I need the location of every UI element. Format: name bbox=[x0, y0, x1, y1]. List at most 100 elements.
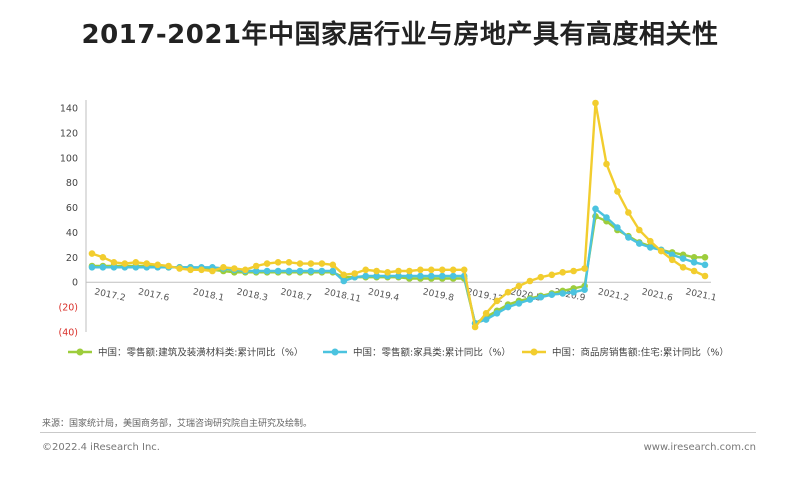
data-point bbox=[274, 259, 282, 266]
data-point bbox=[329, 261, 337, 269]
data-point bbox=[515, 300, 523, 307]
y-tick-label: 100 bbox=[60, 153, 78, 164]
data-point bbox=[351, 270, 359, 277]
data-point bbox=[263, 267, 271, 275]
data-point bbox=[701, 253, 709, 261]
data-point bbox=[121, 260, 129, 267]
x-tick-label: 2021.1 bbox=[684, 287, 717, 303]
data-point bbox=[143, 260, 150, 267]
data-point bbox=[647, 244, 654, 251]
y-tick-label: (40) bbox=[58, 328, 78, 339]
data-point bbox=[701, 261, 709, 269]
y-tick-label: 80 bbox=[66, 178, 78, 189]
legend-item: 中国：零售额:家具类:累计同比（%） bbox=[323, 347, 511, 359]
legend-label: 中国：零售额:家具类:累计同比（%） bbox=[353, 347, 511, 359]
data-point bbox=[417, 272, 424, 280]
data-point bbox=[690, 253, 698, 261]
data-point bbox=[668, 256, 676, 264]
source-note: 来源：国家统计局，美国商务部，艾瑞咨询研究院自主研究及绘制。 bbox=[42, 419, 313, 429]
data-point bbox=[493, 297, 501, 305]
y-tick-label: 60 bbox=[66, 203, 78, 214]
data-point bbox=[198, 266, 205, 274]
data-point bbox=[252, 267, 260, 275]
x-tick-label: 2019.4 bbox=[367, 287, 400, 303]
data-point bbox=[570, 288, 577, 296]
data-point bbox=[165, 262, 172, 270]
data-point bbox=[636, 240, 643, 247]
data-point bbox=[318, 260, 326, 267]
legend-swatch-marker bbox=[331, 348, 339, 356]
data-point bbox=[647, 237, 654, 245]
data-point bbox=[99, 253, 107, 261]
data-point bbox=[242, 266, 249, 274]
x-tick-label: 2021.6 bbox=[641, 287, 674, 303]
data-point bbox=[428, 272, 435, 280]
x-tick-label: 2019.8 bbox=[422, 287, 455, 303]
website-link[interactable]: www.iresearch.com.cn bbox=[643, 442, 756, 453]
y-axis: 140 120 100 80 60 40 20 0 (20) (40) bbox=[58, 100, 87, 339]
data-point bbox=[668, 251, 676, 259]
data-point bbox=[340, 271, 348, 279]
data-point bbox=[471, 323, 479, 331]
data-point bbox=[231, 265, 238, 272]
y-tick-label: 0 bbox=[72, 278, 78, 289]
data-point bbox=[439, 272, 446, 280]
series-layer bbox=[88, 99, 709, 331]
data-point bbox=[406, 272, 413, 280]
x-tick-label: 2017.6 bbox=[137, 287, 170, 303]
data-point bbox=[373, 267, 380, 275]
data-point bbox=[252, 262, 260, 270]
data-point bbox=[395, 272, 402, 280]
data-point bbox=[362, 266, 370, 274]
legend-label: 中国：零售额:建筑及装潢材料类:累计同比（%） bbox=[98, 347, 303, 359]
data-point bbox=[526, 296, 534, 303]
data-point bbox=[449, 266, 457, 274]
data-point bbox=[263, 260, 271, 267]
legend: 中国：零售额:建筑及装潢材料类:累计同比（%） 中国：零售额:家具类:累计同比（%… bbox=[68, 347, 729, 359]
data-point bbox=[548, 291, 556, 299]
y-tick-label: 120 bbox=[60, 128, 78, 139]
data-point bbox=[88, 250, 96, 257]
data-point bbox=[636, 226, 643, 234]
data-point bbox=[581, 265, 588, 272]
x-tick-label: 2018.7 bbox=[279, 287, 312, 303]
data-point bbox=[625, 234, 632, 241]
data-point bbox=[209, 267, 216, 275]
data-point bbox=[603, 160, 610, 168]
legend-label: 中国：商品房销售额:住宅:累计同比（%） bbox=[552, 347, 729, 359]
data-point bbox=[362, 272, 370, 280]
data-point bbox=[395, 267, 402, 275]
y-tick-label: (20) bbox=[58, 303, 78, 314]
x-tick-label: 2018.3 bbox=[236, 287, 269, 303]
data-point bbox=[559, 290, 566, 297]
chart-title: 2017-2021年中国家居行业与房地产具有高度相关性 bbox=[81, 20, 719, 50]
data-point bbox=[537, 273, 545, 281]
y-tick-label: 20 bbox=[66, 253, 78, 264]
legend-item: 中国：商品房销售额:住宅:累计同比（%） bbox=[522, 347, 729, 359]
data-point bbox=[285, 267, 293, 275]
data-point bbox=[340, 277, 348, 285]
data-point bbox=[690, 267, 698, 275]
copyright-text: ©2022.4 iResearch Inc. bbox=[42, 442, 160, 453]
data-point bbox=[285, 259, 293, 266]
x-axis: 2017.2 2017.6 2018.1 2018.3 2018.7 2018.11 201… bbox=[86, 281, 717, 305]
data-point bbox=[132, 264, 140, 271]
x-tick-label: 2017.2 bbox=[93, 287, 126, 303]
data-point bbox=[701, 272, 709, 280]
data-point bbox=[559, 269, 566, 276]
data-point bbox=[526, 277, 534, 285]
data-point bbox=[449, 272, 457, 280]
data-point bbox=[384, 269, 391, 276]
data-point bbox=[690, 259, 698, 266]
legend-item: 中国：零售额:建筑及装潢材料类:累计同比（%） bbox=[68, 347, 303, 359]
data-point bbox=[614, 188, 621, 195]
data-point bbox=[592, 99, 599, 107]
data-point bbox=[132, 259, 140, 266]
legend-swatch-marker bbox=[76, 348, 84, 356]
x-tick-label: 2021.2 bbox=[597, 287, 630, 303]
data-point bbox=[307, 267, 315, 275]
data-point bbox=[110, 264, 118, 271]
data-point bbox=[417, 266, 424, 274]
footer-divider bbox=[40, 432, 756, 433]
